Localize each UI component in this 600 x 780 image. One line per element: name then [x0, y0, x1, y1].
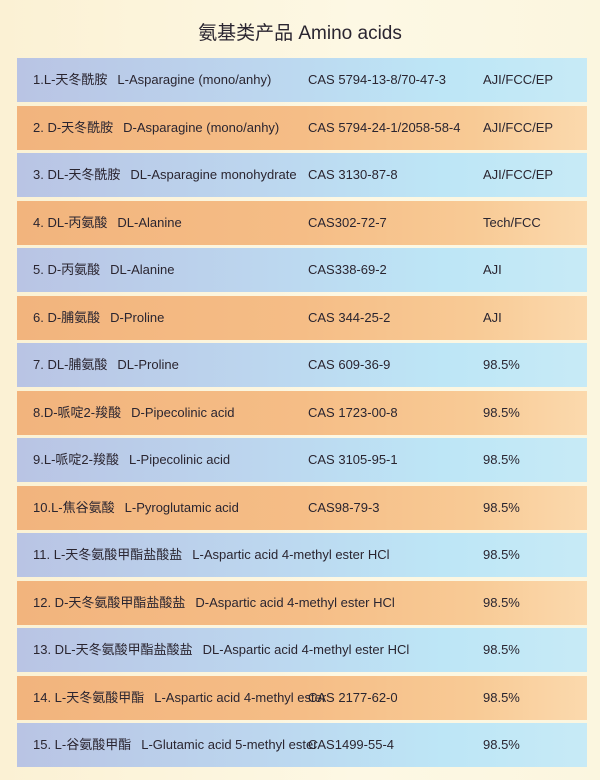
english-name: L-Aspartic acid 4-methyl ester: [154, 689, 327, 705]
cas-number: CAS 344-25-2: [308, 309, 391, 325]
english-name: L-Glutamic acid 5-methyl ester: [141, 737, 318, 752]
product-row: 9.L-哌啶2-羧酸 L-Pipecolinic acid CAS 3105-95-…: [17, 438, 587, 482]
product-name: 11. L-天冬氨酸甲酯盐酸盐 L-Aspartic acid 4-methyl …: [33, 533, 390, 577]
product-row: 13. DL-天冬氨酸甲酯盐酸盐 DL-Aspartic acid 4-methy…: [17, 628, 587, 672]
cas-number: CAS 1723-00-8: [308, 404, 398, 420]
product-name: 10.L-焦谷氨酸 L-Pyroglutamic acid: [33, 486, 239, 530]
english-name: DL-Aspartic acid 4-methyl ester HCl: [202, 642, 410, 657]
cas-number: CAS 3130-87-8: [308, 167, 398, 182]
grade: 98.5%: [483, 689, 520, 705]
cas-number: CAS302-72-7: [308, 214, 387, 230]
product-list: 1.L-天冬酰胺 L-Asparagine (mono/anhy) CAS 5794…: [17, 58, 587, 771]
grade: AJI: [483, 262, 502, 277]
product-row: 5. D-丙氨酸 DL-Alanine CAS338-69-2 AJI: [17, 248, 587, 292]
product-name: 1.L-天冬酰胺 L-Asparagine (mono/anhy): [33, 58, 271, 102]
cas-number: CAS 3105-95-1: [308, 452, 398, 467]
cas-number: CAS 5794-24-1/2058-58-4: [308, 119, 461, 135]
chinese-name: 10.L-焦谷氨酸: [33, 499, 115, 515]
english-name: DL-Proline: [117, 357, 179, 372]
chinese-name: 7. DL-脯氨酸: [33, 357, 108, 372]
product-row: 3. DL-天冬酰胺 DL-Asparagine monohydrate CAS 3…: [17, 153, 587, 197]
english-name: L-Pipecolinic acid: [128, 452, 231, 467]
cas-number: CAS 5794-13-8/70-47-3: [308, 72, 447, 87]
grade: AJI/FCC/EP: [483, 167, 554, 182]
product-row: 10.L-焦谷氨酸 L-Pyroglutamic acid CAS98-79-3 98…: [17, 485, 587, 530]
grade: 98.5%: [483, 547, 520, 562]
product-name: 4. DL-丙氨酸 DL-Alanine: [33, 201, 182, 245]
chinese-name: 8.D-哌啶2-羧酸: [33, 404, 122, 420]
product-name: 3. DL-天冬酰胺 DL-Asparagine monohydrate: [33, 153, 297, 197]
product-row: 6. D-脯氨酸 D-Proline CAS 344-25-2 AJI: [17, 295, 587, 340]
product-row: 14. L-天冬氨酸甲酯 L-Aspartic acid 4-methyl est…: [17, 675, 587, 720]
chinese-name: 2. D-天冬酰胺: [33, 119, 114, 135]
cas-number: CAS98-79-3: [308, 499, 380, 515]
english-name: L-Aspartic acid 4-methyl ester HCl: [192, 547, 390, 562]
english-name: D-Aspartic acid 4-methyl ester HCl: [195, 594, 395, 610]
grade: AJI/FCC/EP: [483, 72, 554, 87]
cas-number: CAS338-69-2: [308, 262, 387, 277]
english-name: D-Pipecolinic acid: [131, 404, 235, 420]
grade: 98.5%: [483, 452, 520, 467]
chinese-name: 12. D-天冬氨酸甲酯盐酸盐: [33, 594, 186, 610]
english-name: DL-Alanine: [117, 214, 182, 230]
chinese-name: 1.L-天冬酰胺: [33, 72, 108, 87]
chinese-name: 11. L-天冬氨酸甲酯盐酸盐: [33, 547, 183, 562]
grade: 98.5%: [483, 499, 520, 515]
grade: AJI: [483, 309, 502, 325]
grade: 98.5%: [483, 737, 520, 752]
product-name: 6. D-脯氨酸 D-Proline: [33, 296, 164, 340]
english-name: L-Asparagine (mono/anhy): [117, 72, 272, 87]
cas-number: CAS 2177-62-0: [308, 689, 398, 705]
chinese-name: 6. D-脯氨酸: [33, 309, 101, 325]
english-name: D-Asparagine (mono/anhy): [123, 119, 280, 135]
grade: AJI/FCC/EP: [483, 119, 554, 135]
english-name: DL-Asparagine monohydrate: [130, 167, 297, 182]
grade: Tech/FCC: [483, 214, 541, 230]
chinese-name: 13. DL-天冬氨酸甲酯盐酸盐: [33, 642, 193, 657]
product-name: 7. DL-脯氨酸 DL-Proline: [33, 343, 179, 387]
product-row: 12. D-天冬氨酸甲酯盐酸盐 D-Aspartic acid 4-methyl …: [17, 580, 587, 625]
chinese-name: 15. L-谷氨酸甲酯: [33, 737, 132, 752]
product-name: 9.L-哌啶2-羧酸 L-Pipecolinic acid: [33, 438, 230, 482]
grade: 98.5%: [483, 357, 520, 372]
chinese-name: 9.L-哌啶2-羧酸: [33, 452, 119, 467]
product-name: 12. D-天冬氨酸甲酯盐酸盐 D-Aspartic acid 4-methyl …: [33, 581, 395, 625]
page-title: 氨基类产品 Amino acids: [198, 23, 402, 44]
product-name: 13. DL-天冬氨酸甲酯盐酸盐 DL-Aspartic acid 4-methy…: [33, 628, 409, 672]
cas-number: CAS1499-55-4: [308, 737, 394, 752]
product-row: 7. DL-脯氨酸 DL-Proline CAS 609-36-9 98.5%: [17, 343, 587, 387]
product-name: 14. L-天冬氨酸甲酯 L-Aspartic acid 4-methyl est…: [33, 676, 326, 720]
english-name: D-Proline: [110, 309, 165, 325]
product-row: 4. DL-丙氨酸 DL-Alanine CAS302-72-7 Tech/FCC: [17, 200, 587, 245]
product-row: 15. L-谷氨酸甲酯 L-Glutamic acid 5-methyl este…: [17, 723, 587, 767]
chinese-name: 4. DL-丙氨酸: [33, 214, 108, 230]
chinese-name: 5. D-丙氨酸: [33, 262, 101, 277]
cas-number: CAS 609-36-9: [308, 357, 391, 372]
product-name: 15. L-谷氨酸甲酯 L-Glutamic acid 5-methyl este…: [33, 723, 318, 767]
product-row: 11. L-天冬氨酸甲酯盐酸盐 L-Aspartic acid 4-methyl …: [17, 533, 587, 577]
product-name: 2. D-天冬酰胺 D-Asparagine (mono/anhy): [33, 106, 279, 150]
chinese-name: 3. DL-天冬酰胺: [33, 167, 121, 182]
product-row: 1.L-天冬酰胺 L-Asparagine (mono/anhy) CAS 5794…: [17, 58, 587, 102]
grade: 98.5%: [483, 594, 520, 610]
grade: 98.5%: [483, 404, 520, 420]
english-name: DL-Alanine: [110, 262, 175, 277]
chinese-name: 14. L-天冬氨酸甲酯: [33, 689, 145, 705]
english-name: L-Pyroglutamic acid: [124, 499, 239, 515]
product-row: 8.D-哌啶2-羧酸 D-Pipecolinic acid CAS 1723-00-…: [17, 390, 587, 435]
product-row: 2. D-天冬酰胺 D-Asparagine (mono/anhy) CAS 579…: [17, 105, 587, 150]
product-name: 8.D-哌啶2-羧酸 D-Pipecolinic acid: [33, 391, 234, 435]
grade: 98.5%: [483, 642, 520, 657]
product-name: 5. D-丙氨酸 DL-Alanine: [33, 248, 175, 292]
